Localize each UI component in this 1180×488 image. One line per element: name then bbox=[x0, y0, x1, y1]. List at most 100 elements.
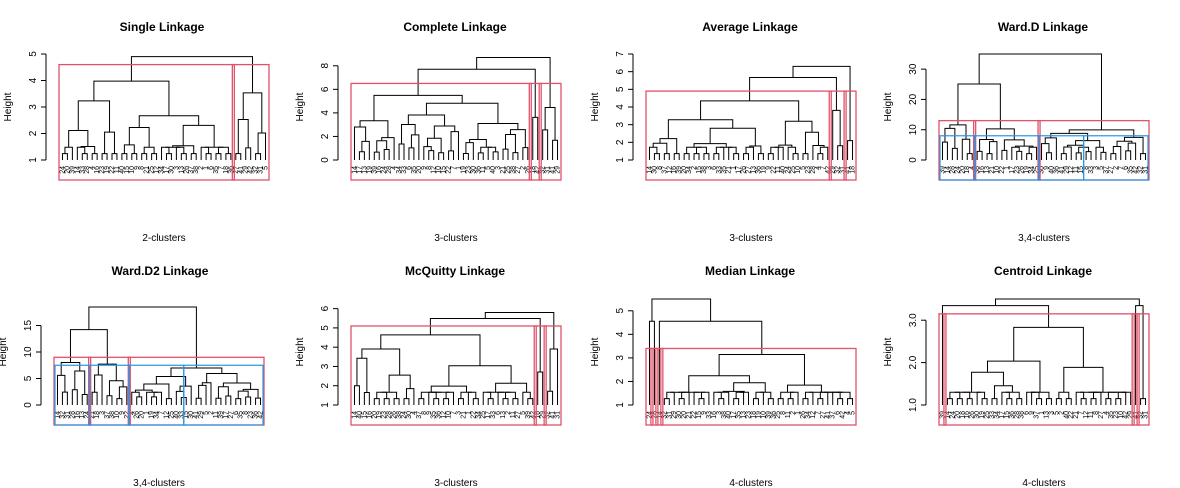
leaf-label: 1 bbox=[465, 411, 472, 415]
dendrogram-branch bbox=[663, 153, 670, 160]
dendrogram-branch bbox=[1065, 398, 1072, 405]
leaf-label: 4 bbox=[411, 411, 418, 415]
dendrogram-branch bbox=[718, 354, 805, 386]
dendrogram-panel: Median Linkage12345Height4-clusters24281… bbox=[590, 264, 857, 488]
leaf-label: 32 bbox=[835, 166, 842, 174]
dendrogram-branch bbox=[696, 146, 707, 154]
dendrogram-branch bbox=[237, 390, 249, 399]
leaf-label: 12 bbox=[810, 411, 817, 419]
dendrogram-branch bbox=[217, 146, 229, 154]
leaf-label: 20 bbox=[954, 411, 961, 419]
dendrogram-branch bbox=[987, 360, 1041, 393]
dendrogram-branch bbox=[108, 380, 124, 396]
dendrogram-branch bbox=[966, 153, 973, 160]
leaf-label: 24 bbox=[954, 166, 961, 174]
leaf-label: 18 bbox=[94, 411, 101, 419]
dendrogram-branch bbox=[1015, 145, 1034, 148]
leaf-label: 31 bbox=[545, 166, 552, 174]
dendrogram-branch bbox=[502, 148, 509, 160]
y-tick-label: 10 bbox=[23, 346, 34, 358]
dendrogram-branch bbox=[717, 391, 730, 405]
dendrogram-branch bbox=[700, 100, 800, 122]
leaf-label: 35 bbox=[213, 166, 220, 174]
dendrogram-branch bbox=[81, 393, 88, 405]
leaf-label: 36 bbox=[253, 411, 260, 419]
leaf-label: 29 bbox=[830, 166, 837, 174]
leaf-label: 11 bbox=[114, 166, 121, 173]
leaf-label: 39 bbox=[218, 411, 225, 419]
dendrogram-branch bbox=[460, 391, 473, 399]
leaf-label: 38 bbox=[721, 411, 728, 419]
dendrogram-branch bbox=[790, 391, 799, 405]
y-tick-label: 2 bbox=[28, 130, 39, 136]
dendrogram-branch bbox=[509, 129, 526, 148]
leaf-label: 38 bbox=[1019, 411, 1026, 419]
leaf-label: 35 bbox=[431, 411, 438, 419]
dendrogram-branch bbox=[94, 374, 103, 405]
dendrogram-branch bbox=[944, 127, 956, 149]
dendrogram-branch bbox=[425, 102, 499, 124]
dendrogram-branch bbox=[1116, 140, 1133, 147]
dendrogram-branch bbox=[359, 120, 389, 138]
dendrogram-branch bbox=[484, 311, 555, 350]
leaf-label: 25 bbox=[168, 411, 175, 419]
leaf-label: 42 bbox=[1123, 411, 1130, 419]
dendrogram-branch bbox=[1140, 398, 1147, 405]
dendrogram-branch bbox=[467, 391, 477, 405]
leaf-label: 30 bbox=[188, 411, 195, 419]
leaf-label: 11 bbox=[480, 166, 487, 173]
leaf-label: 34 bbox=[686, 166, 693, 174]
leaf-label: 11 bbox=[213, 411, 220, 418]
leaf-label: 35 bbox=[1128, 166, 1135, 174]
leaf-label: 37 bbox=[1034, 411, 1041, 419]
leaf-label: 11 bbox=[775, 166, 782, 173]
x-axis-label: 3-clusters bbox=[434, 233, 477, 244]
leaf-label: 5 bbox=[485, 166, 492, 170]
x-axis-label: 4-clusters bbox=[1022, 478, 1065, 488]
dendrogram-panel: Ward.D2 Linkage051015Height3,4-clusters1… bbox=[0, 264, 265, 488]
y-tick-label: 3.0 bbox=[908, 313, 919, 327]
leaf-label: 33 bbox=[716, 166, 723, 174]
leaf-label: 12 bbox=[1083, 411, 1090, 419]
leaf-label: 21 bbox=[500, 166, 507, 174]
dendrogram-branch bbox=[693, 143, 727, 148]
dendrogram-branch bbox=[522, 147, 529, 160]
leaf-label: 40 bbox=[356, 411, 363, 419]
y-tick-label: 3 bbox=[320, 363, 331, 369]
dendrogram-branch bbox=[673, 153, 680, 160]
dendrogram-branch bbox=[472, 398, 479, 405]
leaf-label: 13 bbox=[750, 166, 757, 174]
leaf-label: 15 bbox=[361, 411, 368, 419]
y-axis-label: Height bbox=[590, 92, 601, 121]
cluster-box bbox=[660, 347, 857, 426]
cluster-box bbox=[843, 90, 857, 181]
dendrogram-branch bbox=[1125, 150, 1132, 160]
leaf-label: 18 bbox=[964, 166, 971, 174]
dendrogram-branch bbox=[101, 153, 108, 160]
leaf-label: 22 bbox=[109, 166, 116, 174]
y-axis-label: Height bbox=[883, 337, 894, 366]
dendrogram-branch bbox=[180, 153, 187, 160]
leaf-label: 33 bbox=[706, 411, 713, 419]
dendrogram-branch bbox=[363, 391, 370, 405]
leaf-label: 41 bbox=[550, 411, 557, 419]
dendrogram-branch bbox=[361, 348, 401, 376]
dendrogram-branch bbox=[667, 119, 734, 139]
leaf-label: 1 bbox=[1004, 166, 1011, 170]
leaf-label: 19 bbox=[149, 411, 156, 419]
leaf-label: 34 bbox=[1029, 166, 1036, 174]
leaf-label: 1 bbox=[1039, 411, 1046, 415]
leaf-label: 7 bbox=[158, 411, 165, 415]
dendrogram-panel: Single Linkage12345Height2-clusters24203… bbox=[3, 20, 270, 244]
leaf-label: 19 bbox=[755, 411, 762, 419]
leaf-label: 40 bbox=[1048, 166, 1055, 174]
dendrogram-branch bbox=[978, 53, 1102, 130]
dendrogram-branch bbox=[1112, 145, 1122, 160]
dendrogram-branch bbox=[956, 398, 963, 405]
y-axis-label: Height bbox=[295, 337, 306, 366]
cluster-box-4 bbox=[183, 364, 264, 426]
leaf-label: 42 bbox=[825, 166, 832, 174]
leaf-label: 26 bbox=[969, 411, 976, 419]
dendrogram-branch bbox=[1100, 151, 1107, 160]
leaf-label: 30 bbox=[406, 411, 413, 419]
